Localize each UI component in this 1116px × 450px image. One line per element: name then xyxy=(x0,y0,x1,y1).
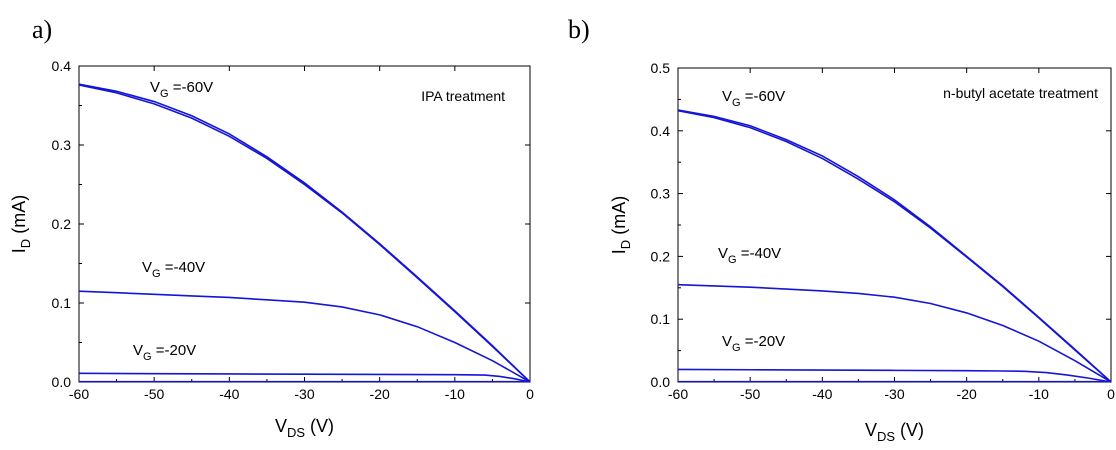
series-line xyxy=(78,372,531,383)
y-tick-label: 0.2 xyxy=(651,248,671,264)
x-tick-label: 0 xyxy=(526,386,534,402)
y-tick-label: 0.4 xyxy=(651,123,671,139)
y-tick-label: 0.3 xyxy=(651,186,671,202)
series-line xyxy=(677,283,1112,383)
y-tick-label: 0.0 xyxy=(651,374,671,390)
plot-frame xyxy=(78,65,531,383)
curve-label: VG =-20V xyxy=(133,342,196,363)
chart-panel-a: a) -60 -50 -40 -30 -20 -10 0 0.0 0.1 0.2 0.3 0.4 VDS … xyxy=(9,15,534,440)
series-line-return xyxy=(677,109,1112,383)
x-tick-label: -20 xyxy=(957,386,977,402)
y-axis-title: ID (mA) xyxy=(609,196,633,254)
x-tick-label: 0 xyxy=(1107,386,1115,402)
x-tick-label: -60 xyxy=(668,386,688,402)
x-tick-label: -60 xyxy=(69,386,89,402)
x-tick-label: -40 xyxy=(812,386,832,402)
y-tick-label: 0.3 xyxy=(52,137,72,153)
y-tick-label: 0.2 xyxy=(52,216,72,232)
panel-label: a) xyxy=(32,15,52,44)
x-tick-label: -30 xyxy=(884,386,904,402)
curve-label: VG =-40V xyxy=(718,245,781,266)
y-tick-label: 0.0 xyxy=(52,374,72,390)
x-tick-label: -10 xyxy=(445,386,465,402)
x-axis-title: VDS (V) xyxy=(865,420,924,444)
x-tick-label: -50 xyxy=(740,386,760,402)
x-tick-label: -50 xyxy=(144,386,164,402)
y-tick-label: 0.5 xyxy=(651,60,671,76)
series-line xyxy=(677,368,1112,383)
y-tick-label: 0.1 xyxy=(651,311,671,327)
x-axis-title: VDS (V) xyxy=(275,416,334,440)
x-tick-label: -40 xyxy=(219,386,239,402)
curve-label: VG =-40V xyxy=(142,259,205,280)
treatment-annotation: n-butyl acetate treatment xyxy=(943,85,1098,101)
y-axis-title: ID (mA) xyxy=(9,195,33,253)
x-tick-label: -20 xyxy=(370,386,390,402)
series-line xyxy=(78,83,531,383)
treatment-annotation: IPA treatment xyxy=(421,88,505,104)
y-tick-label: 0.4 xyxy=(52,58,72,74)
curve-label: VG =-20V xyxy=(722,333,785,354)
chart-panel-b: b) -60 -50 -40 -30 -20 -10 0 0.0 0.1 0.2 0.3 0.4 0.5 V… xyxy=(568,15,1115,444)
series-line-return xyxy=(78,84,531,383)
curve-label: VG =-60V xyxy=(722,88,785,109)
x-tick-label: -30 xyxy=(294,386,314,402)
panel-label: b) xyxy=(568,15,590,44)
x-tick-label: -10 xyxy=(1029,386,1049,402)
y-tick-label: 0.1 xyxy=(52,295,72,311)
curve-label: VG =-60V xyxy=(150,79,213,100)
series-line xyxy=(78,290,531,383)
